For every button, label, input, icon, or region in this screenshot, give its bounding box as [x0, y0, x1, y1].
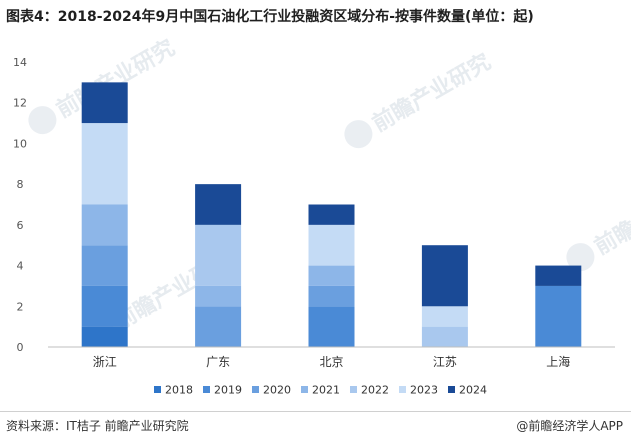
bar-stack-2 — [195, 184, 242, 347]
legend-item-2023: 2023 — [399, 384, 438, 397]
bar-segment-2022 — [195, 224, 242, 286]
x-tick-label: 广东 — [206, 355, 230, 369]
legend-label: 2022 — [361, 384, 389, 397]
legend-swatch — [154, 386, 161, 393]
legend-swatch — [252, 386, 259, 393]
y-tick-label: 12 — [13, 97, 27, 110]
legend-swatch — [399, 386, 406, 393]
y-tick-label: 0 — [17, 341, 24, 354]
bar-segment-2021 — [308, 265, 355, 286]
bar-segment-2018 — [81, 326, 128, 347]
x-tick-label: 北京 — [319, 355, 343, 369]
watermark-logo-icon — [566, 243, 595, 272]
legend-item-2024: 2024 — [448, 384, 487, 397]
bar-segment-2022 — [421, 326, 468, 347]
legend-item-2021: 2021 — [301, 384, 340, 397]
bar-segment-2023 — [308, 224, 355, 266]
bar-segment-2024 — [195, 184, 242, 225]
legend-item-2018: 2018 — [154, 384, 193, 397]
y-tick-label: 10 — [13, 137, 27, 150]
watermark: 前瞻产业研究 — [344, 49, 495, 149]
bar-segment-2021 — [81, 204, 128, 246]
x-tick-label: 浙江 — [93, 355, 117, 369]
source-note: 资料来源：IT桔子 前瞻产业研究院 — [6, 419, 189, 433]
y-tick-label: 14 — [13, 56, 27, 69]
legend-label: 2020 — [263, 384, 291, 397]
bar-segment-2024 — [421, 245, 468, 307]
x-tick-label: 江苏 — [433, 355, 457, 369]
bar-stack-5 — [535, 265, 582, 347]
footer-divider — [0, 411, 631, 412]
bar-segment-2019 — [81, 285, 128, 327]
watermark-logo-icon — [344, 120, 373, 149]
bar-segment-2023 — [81, 123, 128, 205]
bar-stack-4 — [421, 245, 468, 347]
bar-segment-2024 — [535, 265, 582, 286]
y-tick-label: 4 — [17, 260, 24, 273]
legend-label: 2019 — [214, 384, 242, 397]
stacked-bar-chart: 前瞻产业研究 前瞻产业研究前瞻产业研究前瞻产业研究 02468101214 浙江广… — [13, 35, 631, 397]
brand-text: @前瞻经济学人APP — [516, 419, 623, 433]
bar-stack-3 — [308, 204, 355, 347]
brand-credit: @前瞻经济学人APP — [516, 417, 623, 434]
legend-swatch — [301, 386, 308, 393]
bar-segment-2019 — [535, 285, 582, 347]
watermark-text: 前瞻产业研究 — [590, 172, 631, 261]
legend-item-2019: 2019 — [203, 384, 242, 397]
legend-label: 2024 — [459, 384, 487, 397]
legend-label: 2023 — [410, 384, 438, 397]
bar-stack-1 — [81, 82, 128, 347]
x-tick-label: 上海 — [546, 354, 570, 369]
watermark-text: 前瞻产业研究 — [368, 49, 495, 138]
y-tick-label: 2 — [17, 300, 24, 313]
bars-layer — [81, 82, 582, 347]
y-tick-label: 6 — [17, 219, 24, 232]
bar-segment-2020 — [195, 306, 242, 347]
legend-swatch — [448, 386, 455, 393]
legend-item-2020: 2020 — [252, 384, 291, 397]
legend-item-2022: 2022 — [350, 384, 389, 397]
bar-segment-2023 — [421, 306, 468, 327]
watermark: 前瞻产业研究 — [566, 172, 631, 272]
legend-label: 2021 — [312, 384, 340, 397]
legend: 2018 2019 2020 2021 2022 2023 2024 — [154, 384, 487, 397]
bar-segment-2020 — [81, 245, 128, 286]
bar-segment-2024 — [81, 82, 128, 124]
chart-title: 图表4：2018-2024年9月中国石油化工行业投融资区域分布-按事件数量(单位… — [6, 9, 534, 25]
bar-segment-2024 — [308, 204, 355, 225]
legend-swatch — [203, 386, 210, 393]
bar-segment-2020 — [308, 285, 355, 307]
y-axis: 0 2 4 6 8 10 12 14 — [13, 56, 27, 354]
bar-segment-2019 — [308, 306, 355, 347]
x-axis: 浙江 广东 北京 江苏 上海 — [48, 346, 615, 369]
legend-swatch — [350, 386, 357, 393]
watermark-logo-icon — [28, 106, 57, 135]
y-tick-label: 8 — [17, 178, 24, 191]
bar-segment-2021 — [195, 285, 242, 307]
legend-label: 2018 — [165, 384, 193, 397]
